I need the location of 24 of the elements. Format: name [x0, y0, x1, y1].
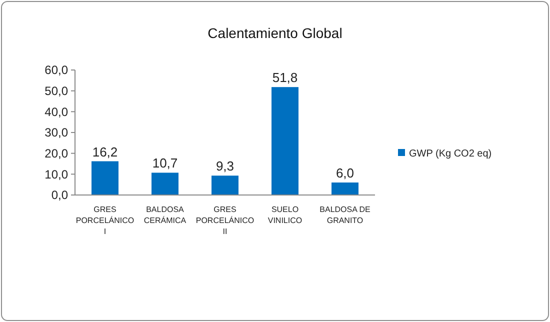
data-label: 10,7 — [152, 156, 178, 171]
y-tick-label: 50,0 — [44, 84, 68, 98]
bar — [212, 176, 238, 195]
y-tick-label: 20,0 — [44, 146, 68, 161]
x-tick-label: BALDOSA CERÁMICA — [144, 205, 187, 225]
x-tick-label: GRES PORCELÁNICO II — [196, 205, 254, 236]
data-label: 9,3 — [216, 158, 234, 174]
x-tick-label: BALDOSA DE GRANITO — [320, 205, 370, 225]
y-tick-label: 0,0 — [51, 188, 68, 202]
bar — [272, 87, 298, 195]
y-tick-label: 10,0 — [44, 167, 68, 182]
bar — [332, 182, 358, 195]
y-tick-label: 40,0 — [44, 104, 68, 119]
y-tick-label: 30,0 — [44, 126, 68, 140]
bar — [152, 172, 178, 195]
y-tick-label: 60,0 — [44, 63, 68, 78]
legend-label: GWP (Kg CO2 eq) — [409, 148, 492, 160]
x-tick-label: SUELO VINILICO — [268, 205, 302, 225]
data-label: 51,8 — [272, 70, 298, 86]
x-tick-label: GRES PORCELÁNICO I — [76, 205, 134, 236]
bar — [92, 161, 118, 195]
data-label: 6,0 — [336, 166, 354, 180]
data-label: 16,2 — [92, 144, 118, 160]
chart-title: Calentamiento Global — [208, 25, 342, 41]
